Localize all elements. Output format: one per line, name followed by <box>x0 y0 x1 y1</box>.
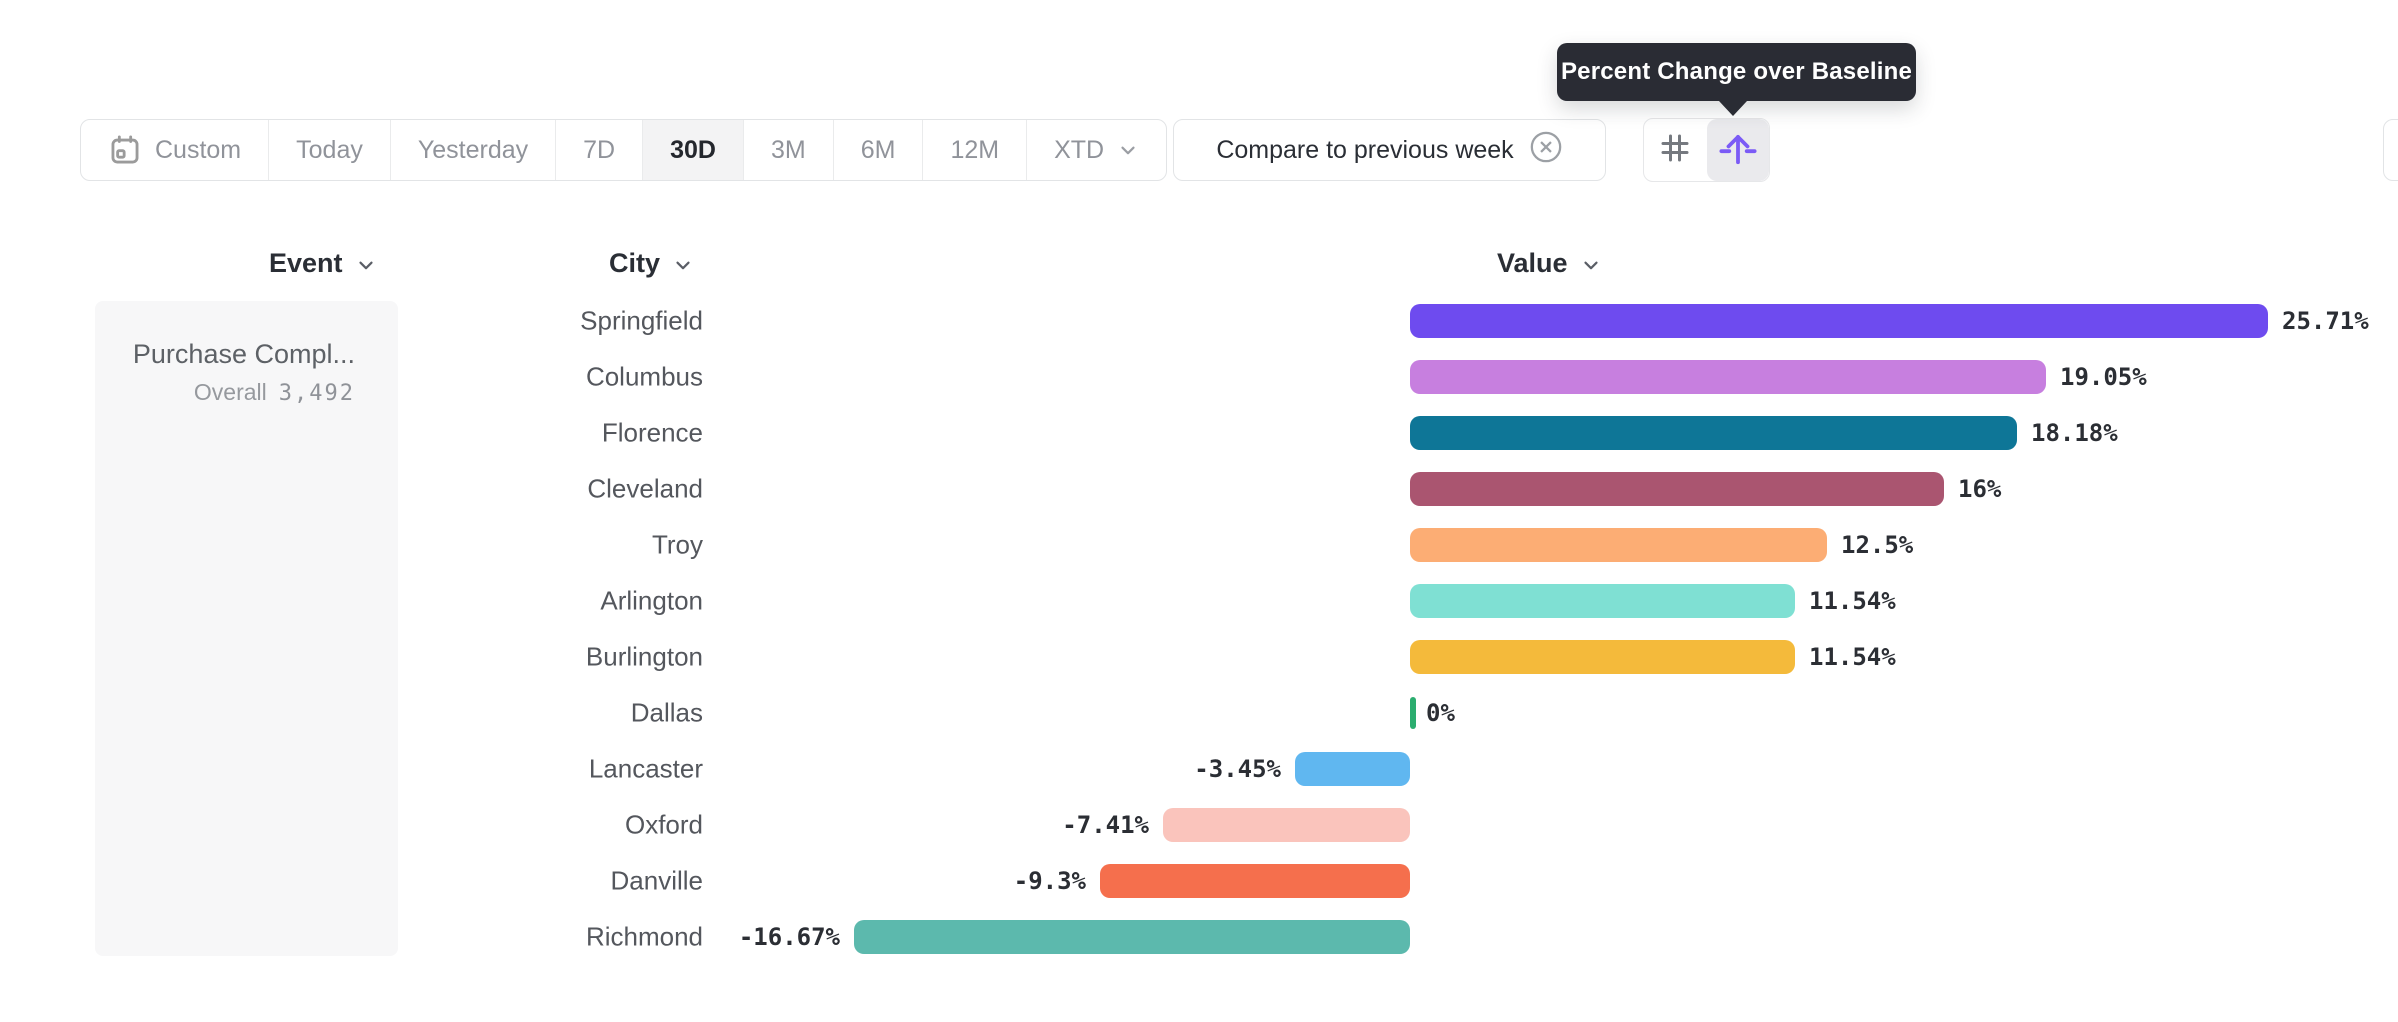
date-range-label: XTD <box>1054 135 1105 164</box>
value-label: 11.54% <box>1809 643 1896 671</box>
clipped-edge-button[interactable] <box>2383 119 2398 181</box>
value-label: 0% <box>1426 699 1455 727</box>
chart-row: Columbus 19.05% <box>0 349 2398 405</box>
date-range-label: Yesterday <box>417 135 529 164</box>
city-label: Florence <box>601 417 703 448</box>
chart-row: Dallas 0% <box>0 685 2398 741</box>
value-bar[interactable] <box>1410 472 1944 506</box>
overall-value: 3,492 <box>278 381 355 406</box>
chart-row: Springfield 25.71% <box>0 293 2398 349</box>
chart-row: Florence 18.18% <box>0 405 2398 461</box>
value-label: -16.67% <box>738 923 840 951</box>
column-header-city-label: City <box>609 247 661 278</box>
city-label: Burlington <box>585 641 703 672</box>
value-label: 12.5% <box>1841 531 1914 559</box>
bar-chart: Springfield 25.71% Columbus 19.05% Florence 1… <box>0 293 2398 965</box>
chevron-down-icon <box>1583 261 1598 269</box>
date-range-custom[interactable]: Custom <box>81 120 270 180</box>
chart-row: Burlington 11.54% <box>0 629 2398 685</box>
overall-label: Overall <box>193 379 267 405</box>
event-overall-row: Overall 3,492 <box>95 379 355 406</box>
value-label: 19.05% <box>2060 363 2147 391</box>
date-range-label: Today <box>296 135 363 164</box>
date-range-30d[interactable]: 30D <box>643 120 744 180</box>
value-label: -3.45% <box>1194 755 1281 783</box>
value-bar[interactable] <box>1163 808 1410 842</box>
value-label: 16% <box>1958 475 2002 503</box>
value-label: 25.71% <box>2282 307 2369 335</box>
city-label: Dallas <box>630 697 703 728</box>
column-header-event[interactable]: Event <box>269 246 377 280</box>
chevron-down-icon <box>676 261 690 269</box>
date-range-today[interactable]: Today <box>269 120 391 180</box>
column-header-value[interactable]: Value <box>1497 246 1602 280</box>
value-bar[interactable] <box>854 920 1410 954</box>
absolute-numbers-toggle[interactable] <box>1644 119 1707 181</box>
number-sign-icon <box>1657 130 1693 171</box>
chart-row: Arlington 11.54% <box>0 573 2398 629</box>
date-range-7d[interactable]: 7D <box>556 120 644 180</box>
column-header-value-label: Value <box>1497 247 1568 278</box>
date-range-label: 6M <box>860 135 896 164</box>
date-range-label: 12M <box>950 135 1000 164</box>
chart-view-toggle-group <box>1643 118 1770 182</box>
city-label: Danville <box>610 865 704 896</box>
event-card[interactable]: Purchase Compl... Overall 3,492 <box>95 301 398 956</box>
percent-change-toggle[interactable] <box>1706 119 1769 181</box>
value-bar[interactable] <box>1410 528 1827 562</box>
value-label: 18.18% <box>2031 419 2118 447</box>
chevron-down-icon <box>1117 139 1139 161</box>
date-range-xtd[interactable]: XTD <box>1027 120 1166 180</box>
chart-row: Danville -9.3% <box>0 853 2398 909</box>
value-bar[interactable] <box>1410 640 1795 674</box>
chart-row: Troy 12.5% <box>0 517 2398 573</box>
date-range-3m[interactable]: 3M <box>744 120 834 180</box>
date-range-label: 3M <box>770 135 806 164</box>
city-label: Troy <box>651 529 703 560</box>
date-range-12m[interactable]: 12M <box>923 120 1028 180</box>
chart-row: Cleveland 16% <box>0 461 2398 517</box>
value-bar[interactable] <box>1295 752 1410 786</box>
value-label: -7.41% <box>1062 811 1149 839</box>
tooltip-percent-change: Percent Change over Baseline <box>1557 43 1916 116</box>
chart-row: Oxford -7.41% <box>0 797 2398 853</box>
chart-row: Richmond -16.67% <box>0 909 2398 965</box>
column-header-event-label: Event <box>269 247 343 278</box>
city-label: Cleveland <box>587 473 703 504</box>
value-bar[interactable] <box>1410 360 2046 394</box>
value-bar[interactable] <box>1100 864 1410 898</box>
city-label: Arlington <box>600 585 703 616</box>
percent-change-arrow-icon <box>1719 129 1757 172</box>
date-range-label: 7D <box>583 135 616 164</box>
zero-tick-bar[interactable] <box>1410 697 1416 729</box>
value-label: -9.3% <box>1013 867 1086 895</box>
value-bar[interactable] <box>1410 584 1795 618</box>
value-label: 11.54% <box>1809 587 1896 615</box>
city-label: Springfield <box>580 305 703 336</box>
circle-x-icon[interactable] <box>1529 130 1563 171</box>
date-range-yesterday[interactable]: Yesterday <box>391 120 557 180</box>
date-range-label: 30D <box>670 135 716 164</box>
city-label: Richmond <box>585 921 703 952</box>
city-label: Oxford <box>624 809 703 840</box>
tooltip-text: Percent Change over Baseline <box>1560 58 1913 85</box>
chevron-down-icon <box>358 261 373 269</box>
column-header-city[interactable]: City <box>609 246 694 280</box>
value-bar[interactable] <box>1410 416 2017 450</box>
date-range-control: Custom Today Yesterday 7D 30D 3M 6M 12M XTD <box>80 119 1168 181</box>
city-label: Columbus <box>585 361 703 392</box>
calendar-icon <box>108 133 142 167</box>
compare-label: Compare to previous week <box>1216 135 1514 164</box>
compare-button[interactable]: Compare to previous week <box>1173 119 1606 181</box>
value-bar[interactable] <box>1410 304 2268 338</box>
date-range-label: Custom <box>155 135 242 164</box>
date-range-6m[interactable]: 6M <box>834 120 924 180</box>
city-label: Lancaster <box>588 753 703 784</box>
event-name: Purchase Compl... <box>132 339 355 369</box>
chart-row: Lancaster -3.45% <box>0 741 2398 797</box>
